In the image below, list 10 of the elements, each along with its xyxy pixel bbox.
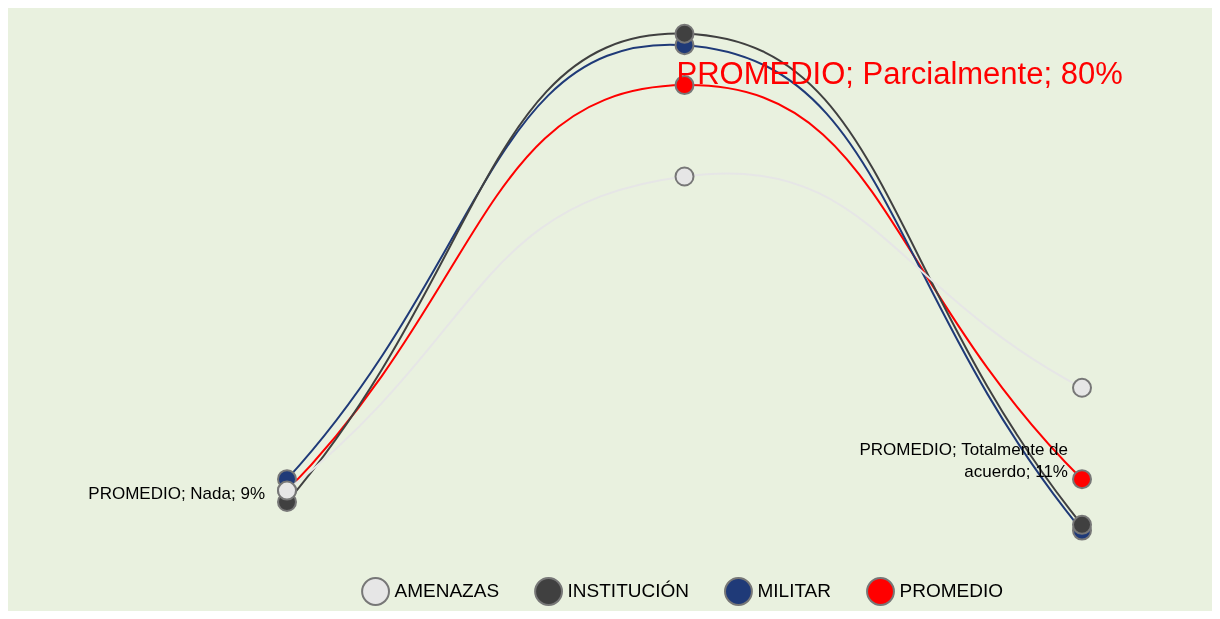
- point: [1072, 469, 1092, 490]
- data-label: PROMEDIO; Nada; 9%: [88, 484, 265, 504]
- legend-label: PROMEDIO: [899, 579, 1003, 601]
- legend-label: INSTITUCIÓN: [567, 579, 689, 601]
- point: [1072, 514, 1092, 535]
- point: [674, 166, 695, 187]
- point: [674, 23, 695, 44]
- legend-label: AMENAZAS: [394, 579, 500, 601]
- legend-label: MILITAR: [757, 579, 831, 601]
- point: [1072, 377, 1092, 398]
